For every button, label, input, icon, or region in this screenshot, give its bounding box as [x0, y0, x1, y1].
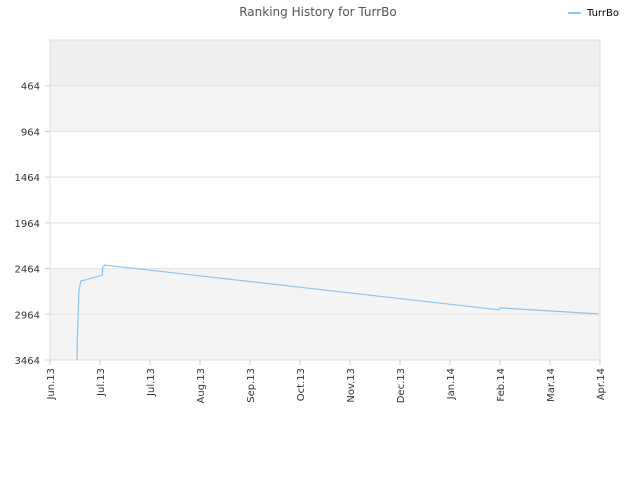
plot-background [50, 40, 600, 360]
y-tick-label: 1964 [15, 219, 40, 230]
band [50, 40, 600, 86]
y-tick-label: 2464 [15, 265, 40, 276]
x-tick-label: Aug.13 [196, 368, 207, 403]
plot-border [49, 39, 601, 361]
legend: TurrBo [568, 8, 619, 19]
x-tick-label: Apr.14 [596, 368, 607, 400]
x-tick-label: Jul.13 [146, 368, 157, 397]
x-tick-label: Jun.13 [46, 368, 57, 401]
x-tick-label: Mar.14 [546, 368, 557, 402]
y-tick-label: 3464 [15, 356, 40, 367]
x-tick-label: Nov.13 [346, 368, 357, 403]
legend-label: TurrBo [586, 8, 619, 19]
x-axis: Jun.13 Jul.13 Jul.13 Aug.13 Sep.13 Oct.13 Nov.… [46, 360, 607, 403]
band [50, 268, 600, 315]
x-tick-label: Sep.13 [246, 368, 257, 403]
x-tick-label: Jan.14 [446, 368, 457, 400]
y-tick-label: 1464 [15, 173, 40, 184]
y-tick-label: 464 [21, 82, 40, 93]
band [50, 131, 600, 178]
band [50, 85, 600, 132]
band [50, 222, 600, 269]
band [50, 314, 600, 360]
x-tick-label: Jul.13 [96, 368, 107, 397]
y-tick-label: 2964 [15, 310, 40, 321]
grid-lines [49, 39, 601, 361]
y-axis: 464 964 1464 1964 2464 2964 3464 [15, 82, 50, 367]
band [50, 177, 600, 223]
x-tick-label: Dec.13 [396, 368, 407, 403]
x-tick-label: Oct.13 [296, 368, 307, 401]
series-line [76, 264, 599, 360]
x-tick-label: Feb.14 [496, 368, 507, 402]
chart-title: Ranking History for TurrBo [239, 5, 397, 19]
y-tick-label: 964 [21, 127, 40, 138]
series-group [76, 264, 599, 360]
